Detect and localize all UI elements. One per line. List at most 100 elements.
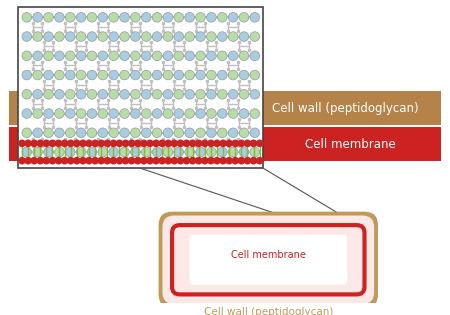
Circle shape <box>87 13 97 22</box>
Circle shape <box>185 147 194 157</box>
Circle shape <box>130 51 140 60</box>
Circle shape <box>76 13 86 22</box>
Circle shape <box>163 13 173 22</box>
Circle shape <box>171 140 178 147</box>
Circle shape <box>250 128 260 138</box>
Circle shape <box>239 13 249 22</box>
Circle shape <box>231 140 239 147</box>
Circle shape <box>195 140 202 147</box>
Circle shape <box>238 140 245 147</box>
Circle shape <box>33 70 42 80</box>
Circle shape <box>140 157 148 164</box>
Circle shape <box>217 147 227 157</box>
Circle shape <box>163 32 173 41</box>
Circle shape <box>217 32 227 41</box>
Circle shape <box>87 147 97 157</box>
Circle shape <box>120 32 129 41</box>
Circle shape <box>185 32 194 41</box>
Circle shape <box>85 140 93 147</box>
Circle shape <box>163 89 173 99</box>
Circle shape <box>79 157 87 164</box>
Circle shape <box>109 32 118 41</box>
Circle shape <box>120 13 129 22</box>
Circle shape <box>33 32 42 41</box>
Circle shape <box>128 157 135 164</box>
Circle shape <box>207 140 215 147</box>
Circle shape <box>195 157 202 164</box>
Circle shape <box>185 109 194 118</box>
Circle shape <box>49 140 56 147</box>
Circle shape <box>250 147 260 157</box>
Circle shape <box>185 51 194 60</box>
Circle shape <box>54 128 64 138</box>
Circle shape <box>217 109 227 118</box>
Circle shape <box>196 128 205 138</box>
Circle shape <box>152 32 162 41</box>
Circle shape <box>44 70 54 80</box>
Circle shape <box>250 157 257 164</box>
Circle shape <box>146 157 154 164</box>
Circle shape <box>97 140 105 147</box>
Circle shape <box>61 157 68 164</box>
Circle shape <box>122 157 130 164</box>
Circle shape <box>250 32 260 41</box>
Circle shape <box>239 109 249 118</box>
Circle shape <box>152 51 162 60</box>
Circle shape <box>207 147 216 157</box>
Circle shape <box>54 32 64 41</box>
Circle shape <box>152 70 162 80</box>
Circle shape <box>152 89 162 99</box>
Circle shape <box>207 109 216 118</box>
Circle shape <box>22 128 32 138</box>
Circle shape <box>141 51 151 60</box>
Circle shape <box>120 89 129 99</box>
Circle shape <box>174 32 184 41</box>
Circle shape <box>189 157 197 164</box>
Circle shape <box>228 109 238 118</box>
Text: Cell wall (peptidoglycan): Cell wall (peptidoglycan) <box>203 307 333 315</box>
Circle shape <box>228 89 238 99</box>
Circle shape <box>67 140 75 147</box>
FancyBboxPatch shape <box>162 215 374 304</box>
Circle shape <box>189 140 197 147</box>
Circle shape <box>130 70 140 80</box>
Circle shape <box>54 109 64 118</box>
Circle shape <box>98 51 108 60</box>
Circle shape <box>44 13 54 22</box>
Circle shape <box>130 32 140 41</box>
Circle shape <box>163 51 173 60</box>
Circle shape <box>196 32 205 41</box>
Circle shape <box>65 109 75 118</box>
Circle shape <box>176 140 184 147</box>
FancyBboxPatch shape <box>189 235 347 285</box>
Circle shape <box>22 89 32 99</box>
Circle shape <box>217 70 227 80</box>
Circle shape <box>196 13 205 22</box>
Circle shape <box>228 13 238 22</box>
Circle shape <box>134 140 142 147</box>
Circle shape <box>243 140 251 147</box>
Circle shape <box>33 147 42 157</box>
Circle shape <box>174 13 184 22</box>
Circle shape <box>174 109 184 118</box>
Circle shape <box>185 89 194 99</box>
Circle shape <box>141 32 151 41</box>
Circle shape <box>18 140 26 147</box>
Circle shape <box>65 128 75 138</box>
Circle shape <box>141 70 151 80</box>
Circle shape <box>141 89 151 99</box>
Circle shape <box>174 89 184 99</box>
Circle shape <box>87 128 97 138</box>
Circle shape <box>130 128 140 138</box>
Circle shape <box>238 157 245 164</box>
Circle shape <box>250 89 260 99</box>
Circle shape <box>228 128 238 138</box>
Circle shape <box>130 147 140 157</box>
Circle shape <box>24 157 32 164</box>
Circle shape <box>109 109 118 118</box>
Circle shape <box>243 157 251 164</box>
Circle shape <box>217 128 227 138</box>
Circle shape <box>225 157 233 164</box>
Circle shape <box>44 89 54 99</box>
Circle shape <box>44 51 54 60</box>
